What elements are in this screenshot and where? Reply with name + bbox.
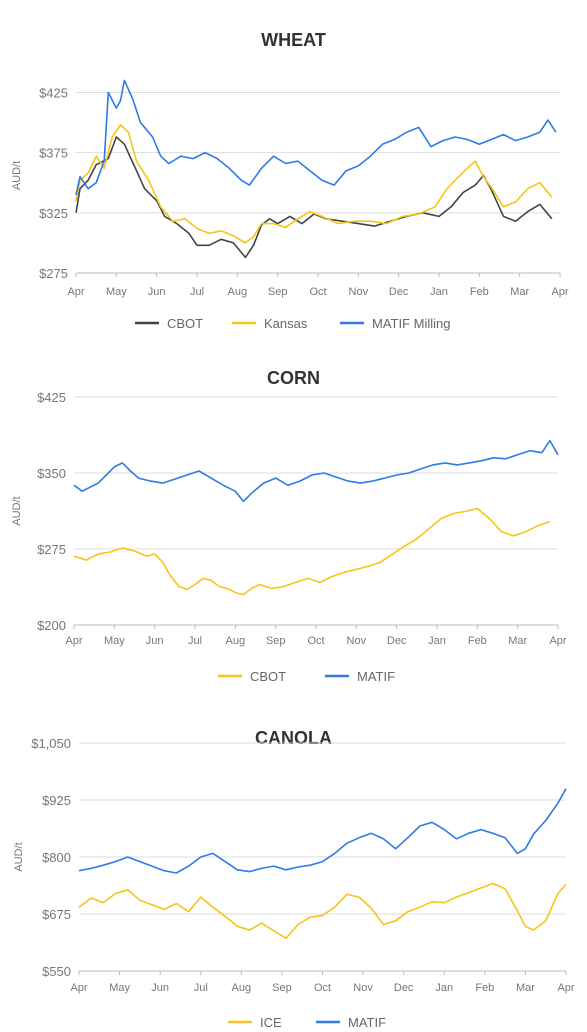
x-tick-label: Jul [194,982,208,994]
x-tick-label: Jun [148,286,166,298]
series-line-ice [78,882,567,940]
x-tick-label: Apr [67,286,84,298]
x-tick-label: Nov [349,286,369,298]
legend-label: MATIF [357,669,395,684]
chart-title: CORN [267,368,320,388]
y-axis-label: AUD/t [13,842,25,871]
y-tick-label: $200 [37,618,66,633]
x-tick-label: Jul [188,635,202,647]
series-line-matif [73,439,559,503]
legend-label: MATIF [348,1015,386,1030]
x-tick-label: Sep [268,286,288,298]
y-tick-label: $325 [39,206,68,221]
x-tick-label: Jan [430,286,448,298]
x-tick-label: Jun [151,982,169,994]
chart-canola: CANOLA $1,050 $925 $800 $675 $550 AUD/t Apr May J… [13,728,575,1030]
x-tick-label: Apr [549,635,566,647]
x-tick-label: Apr [557,982,574,994]
legend-item[interactable]: MATIF [316,1015,386,1030]
legend-item[interactable]: CBOT [218,669,286,684]
x-tick-label: Sep [266,635,286,647]
legend-item[interactable]: MATIF [325,669,395,684]
y-axis-label: AUD/t [11,161,23,190]
legend-item[interactable]: Kansas [232,316,308,331]
x-tick-label: Dec [394,982,414,994]
x-tick-label: Oct [307,635,324,647]
x-tick-label: Jan [428,635,446,647]
x-tick-label: Dec [387,635,407,647]
x-tick-label: Sep [272,982,292,994]
legend-label: CBOT [250,669,286,684]
y-tick-label: $275 [37,542,66,557]
y-axis-label: AUD/t [11,496,23,525]
x-tick-label: Mar [516,982,535,994]
x-tick-label: Apr [70,982,87,994]
x-tick-label: Apr [551,286,568,298]
y-tick-label: $350 [37,466,66,481]
x-tick-label: Nov [347,635,367,647]
x-tick-label: Aug [226,635,246,647]
x-tick-label: Dec [389,286,409,298]
y-tick-label: $275 [39,266,68,281]
x-tick-label: Jun [146,635,164,647]
x-tick-label: Oct [314,982,331,994]
y-tick-label: $375 [39,146,68,161]
legend-label: MATIF Milling [372,316,450,331]
legend-item[interactable]: MATIF Milling [340,316,450,331]
legend-item[interactable]: ICE [228,1015,282,1030]
chart-wheat: WHEAT $425 $375 $325 $275 AUD/t Apr May Jun Jul Au… [11,30,569,331]
x-tick-label: May [104,635,125,647]
chart-title: WHEAT [261,30,326,50]
x-tick-label: Feb [475,982,494,994]
legend-item[interactable]: CBOT [135,316,203,331]
series-line-cbot [75,136,553,259]
y-tick-label: $925 [42,793,71,808]
legend-label: CBOT [167,316,203,331]
legend-label: Kansas [264,316,308,331]
x-tick-label: Feb [468,635,487,647]
x-tick-label: May [106,286,127,298]
x-tick-label: Nov [353,982,373,994]
x-tick-label: Jan [435,982,453,994]
chart-title: CANOLA [255,728,332,748]
series-line-kansas [75,124,553,244]
x-tick-label: Apr [65,635,82,647]
y-tick-label: $1,050 [31,736,71,751]
x-tick-label: May [109,982,130,994]
y-tick-label: $425 [37,390,66,405]
chart-corn: CORN $425 $350 $275 $200 AUD/t Apr May Jun Jul Aug… [11,368,567,684]
y-tick-label: $800 [42,850,71,865]
series-line-cbot [73,507,551,596]
legend-label: ICE [260,1015,282,1030]
series-line-matif-milling [75,79,557,195]
y-tick-label: $675 [42,907,71,922]
series-line-matif [78,788,567,874]
x-tick-label: Oct [309,286,326,298]
y-tick-label: $425 [39,85,68,100]
x-tick-label: Jul [190,286,204,298]
x-tick-label: Mar [508,635,527,647]
y-tick-label: $550 [42,964,71,979]
x-tick-label: Aug [228,286,248,298]
x-tick-label: Mar [510,286,529,298]
x-tick-label: Feb [470,286,489,298]
x-tick-label: Aug [232,982,252,994]
